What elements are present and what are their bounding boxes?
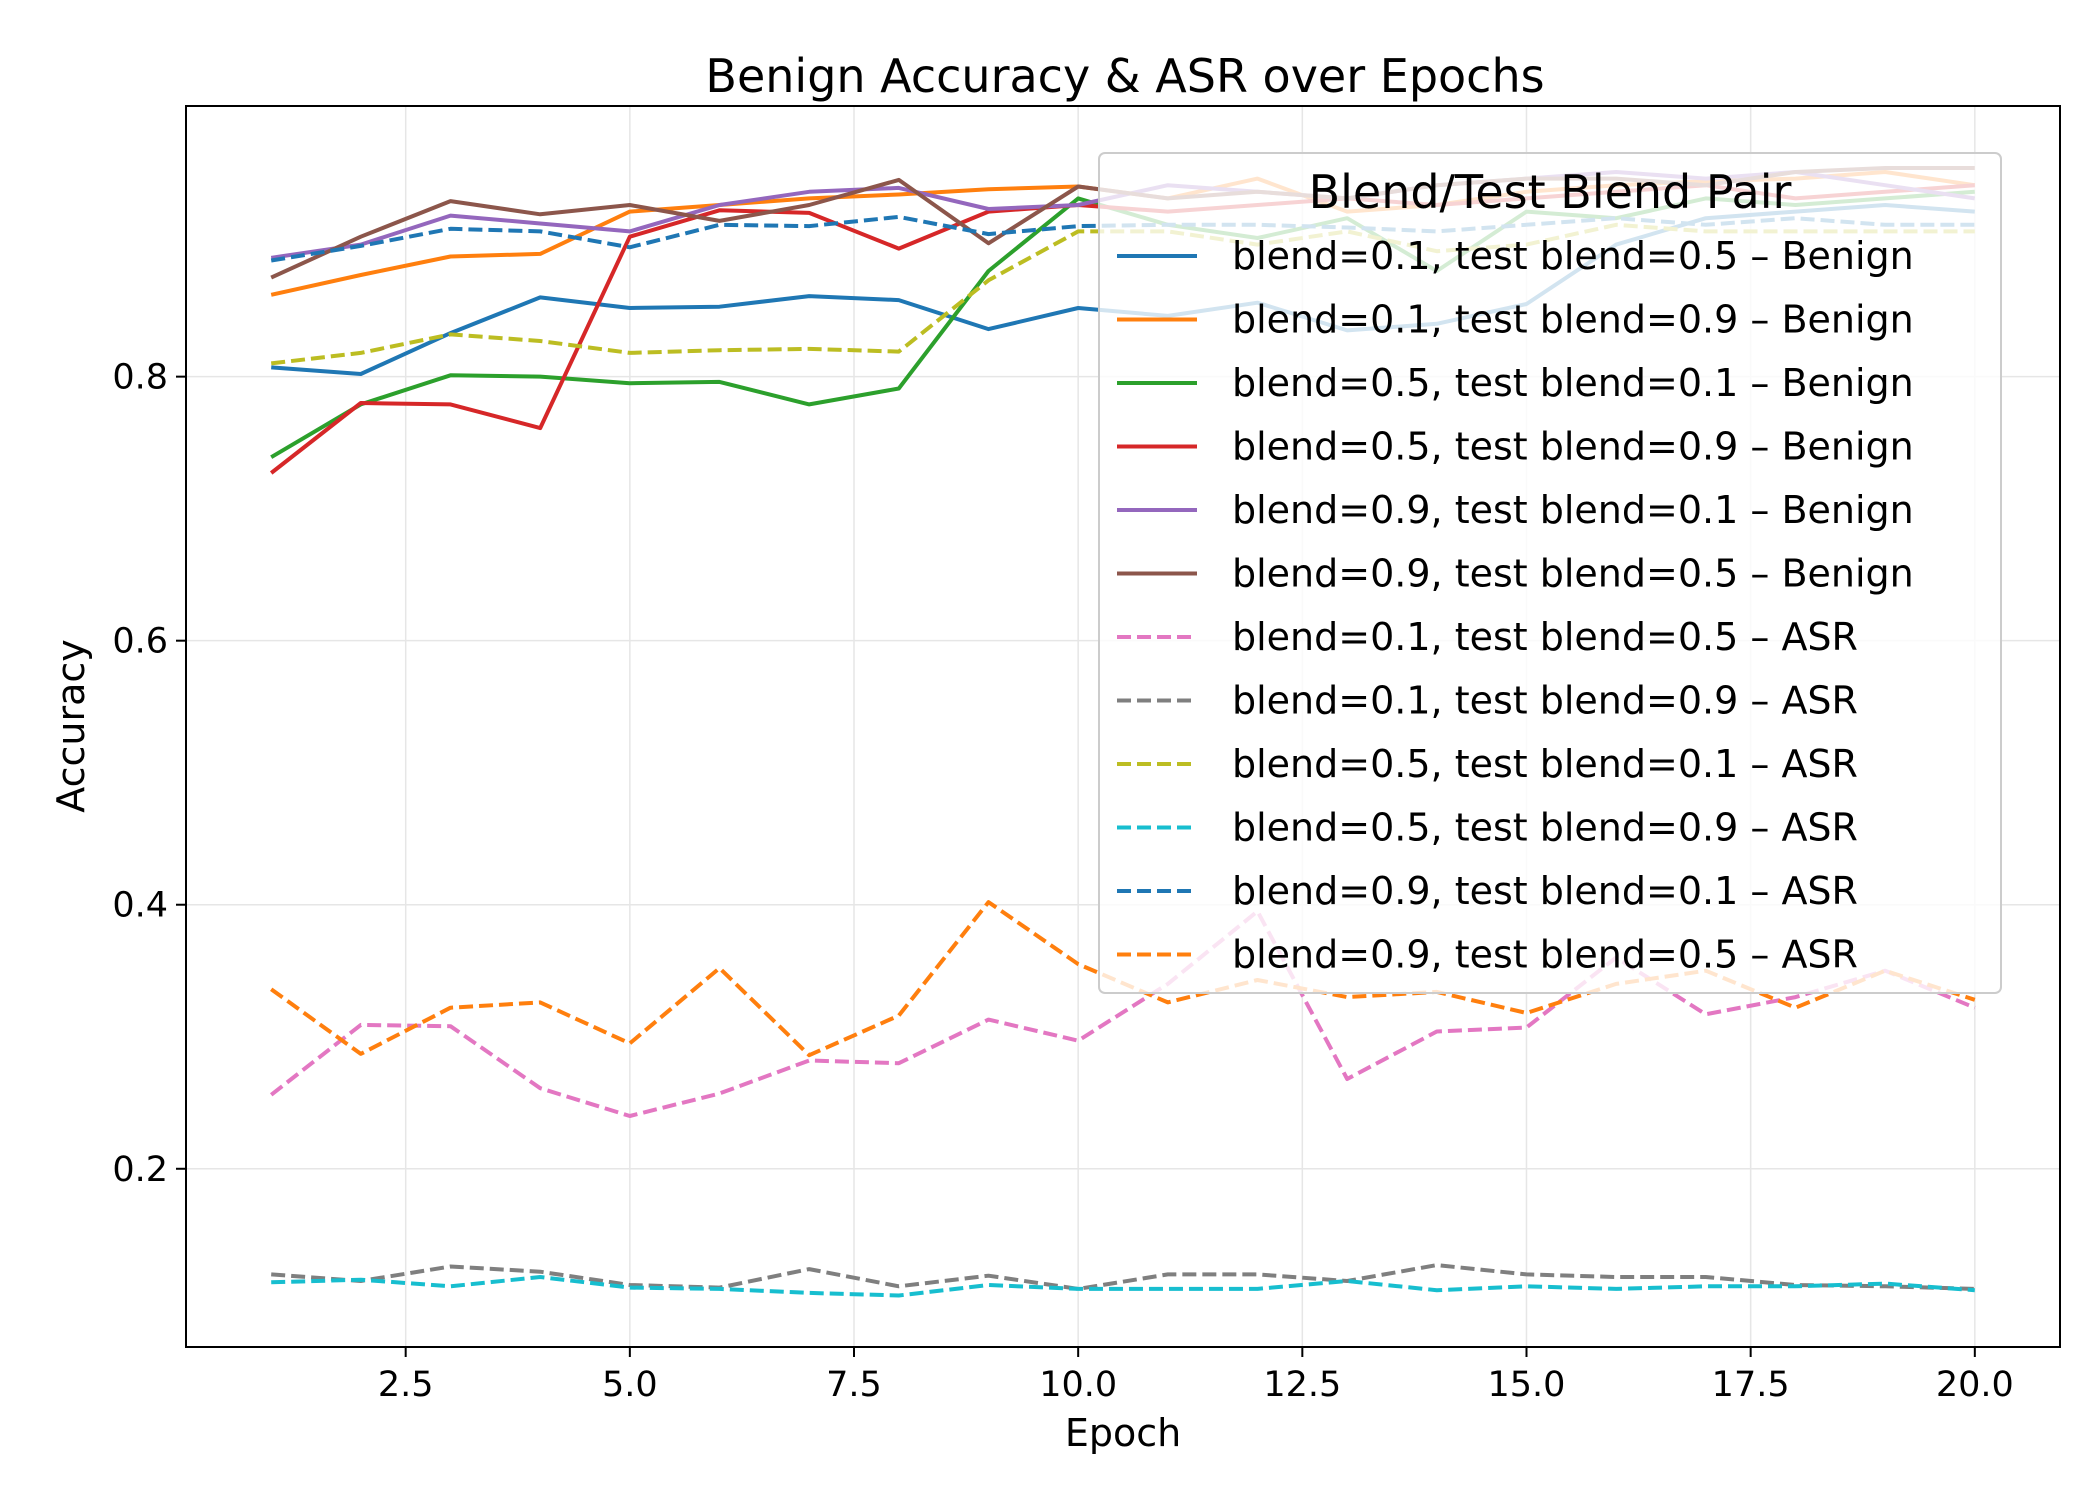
legend-entry-label: blend=0.5, test blend=0.1 – Benign (1232, 361, 1914, 405)
legend-title: Blend/Test Blend Pair (1309, 165, 1792, 219)
x-tick-label: 2.5 (378, 1365, 434, 1405)
legend-items: blend=0.1, test blend=0.5 – Benign blend=… (1117, 234, 1914, 977)
axis-ticks: 2.5 5.0 7.5 10.0 12.5 15.0 17.5 20.0 0.2 0.4 0.6 0.… (112, 358, 2013, 1405)
plot-frame (185, 105, 2061, 1348)
legend-entry-label: blend=0.1, test blend=0.5 – Benign (1232, 234, 1914, 278)
y-tick-label: 0.2 (112, 1150, 168, 1190)
legend: Blend/Test Blend Pair blend=0.1, test bl… (1098, 152, 2002, 994)
legend-box (1098, 152, 2002, 994)
series-line-9 (271, 1275, 1975, 1298)
x-tick-label: 7.5 (826, 1365, 882, 1405)
y-tick-label: 0.4 (112, 886, 168, 926)
legend-entry-label: blend=0.5, test blend=0.9 – Benign (1232, 425, 1914, 469)
x-tick-label: 12.5 (1263, 1365, 1341, 1405)
legend-entry-label: blend=0.5, test blend=0.1 – ASR (1232, 742, 1858, 786)
legend-entry-label: blend=0.5, test blend=0.9 – ASR (1232, 806, 1858, 850)
y-axis-label: Accuracy (49, 639, 93, 813)
legend-entry-label: blend=0.1, test blend=0.9 – Benign (1232, 298, 1914, 342)
legend-entry-label: blend=0.1, test blend=0.5 – ASR (1232, 615, 1858, 659)
y-tick-label: 0.8 (112, 358, 168, 398)
x-tick-label: 17.5 (1712, 1365, 1790, 1405)
x-tick-label: 10.0 (1039, 1365, 1117, 1405)
legend-entry-label: blend=0.9, test blend=0.1 – ASR (1232, 869, 1858, 913)
y-tick-label: 0.6 (112, 622, 168, 662)
x-axis-label: Epoch (1065, 1411, 1181, 1455)
x-tick-label: 15.0 (1488, 1365, 1566, 1405)
legend-entry-label: blend=0.9, test blend=0.1 – Benign (1232, 488, 1914, 532)
legend-entry-label: blend=0.1, test blend=0.9 – ASR (1232, 679, 1858, 723)
series-line-7 (271, 1263, 1975, 1291)
x-tick-label: 20.0 (1936, 1365, 2014, 1405)
x-tick-label: 5.0 (602, 1365, 658, 1405)
legend-entry-label: blend=0.9, test blend=0.5 – ASR (1232, 933, 1858, 977)
legend-entry-label: blend=0.9, test blend=0.5 – Benign (1232, 552, 1914, 596)
series-line-6 (269, 909, 1976, 1118)
chart-title: Benign Accuracy & ASR over Epochs (705, 49, 1544, 103)
